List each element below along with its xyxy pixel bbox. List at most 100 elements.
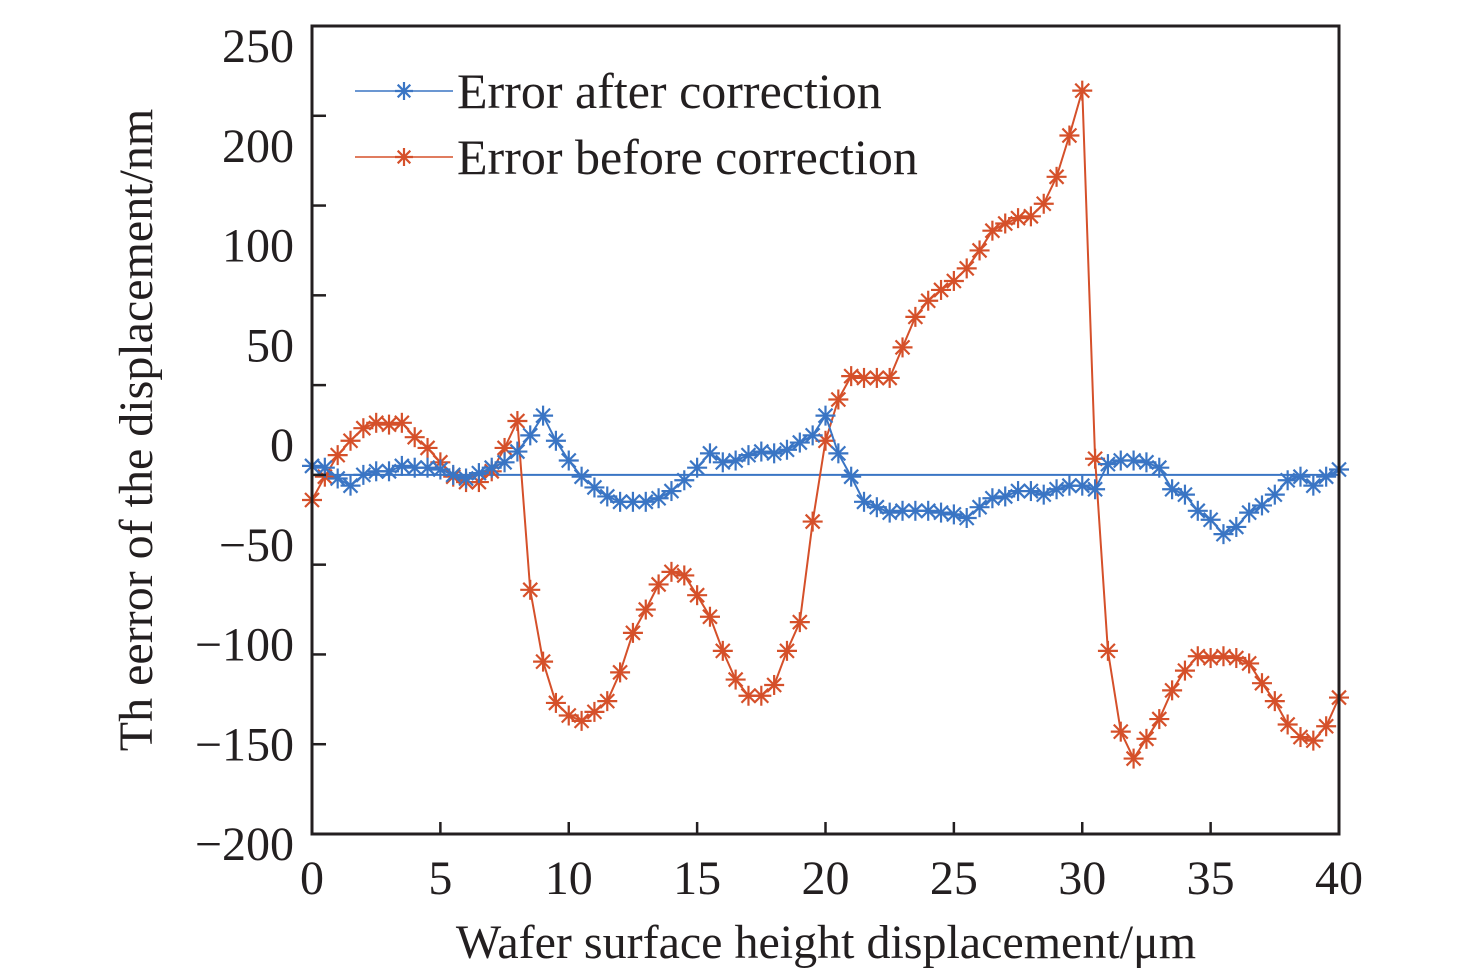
data-point-before <box>1303 730 1324 751</box>
data-point-before <box>828 389 849 410</box>
data-point-before <box>1187 646 1208 667</box>
data-point-before <box>1251 673 1272 694</box>
data-point-after <box>764 443 785 464</box>
series-markers-after <box>302 405 1349 545</box>
data-point-after <box>520 425 541 446</box>
data-point-after <box>1046 479 1067 500</box>
data-point-before <box>918 290 939 311</box>
x-axis-title: Wafer surface height displacement/μm <box>456 916 1196 969</box>
x-tick-label: 5 <box>428 852 452 905</box>
data-point-before <box>943 270 964 291</box>
data-point-before <box>789 612 810 633</box>
data-point-before <box>1136 728 1157 749</box>
data-point-before <box>854 367 875 388</box>
data-point-before <box>802 511 823 532</box>
legend-marker-after-icon <box>395 82 413 100</box>
x-tick-label: 0 <box>300 852 324 905</box>
data-point-before <box>1200 648 1221 669</box>
data-point-before <box>404 427 425 448</box>
data-point-before <box>533 651 554 672</box>
data-point-before <box>1316 716 1337 737</box>
series-markers-before <box>302 80 1349 769</box>
data-point-before <box>776 640 797 661</box>
data-point-before <box>1264 691 1285 712</box>
data-point-after <box>1264 484 1285 505</box>
legend: Error after correction Error before corr… <box>355 63 918 185</box>
x-tick-label: 30 <box>1058 852 1106 905</box>
y-tick-label: −200 <box>195 818 294 871</box>
data-point-after <box>1020 481 1041 502</box>
data-point-after <box>699 443 720 464</box>
y-tick-label: 250 <box>222 20 294 73</box>
data-point-after <box>879 502 900 523</box>
data-point-after <box>545 430 566 451</box>
y-tick-label: 50 <box>246 319 294 372</box>
data-point-before <box>738 685 759 706</box>
data-point-after <box>661 481 682 502</box>
data-point-before <box>699 606 720 627</box>
data-point-after <box>751 441 772 462</box>
data-point-after <box>1187 500 1208 521</box>
data-point-after <box>494 452 515 473</box>
data-point-after <box>776 439 797 460</box>
data-point-after <box>558 450 579 471</box>
data-point-before <box>687 585 708 606</box>
data-point-after <box>1097 454 1118 475</box>
data-point-after <box>828 443 849 464</box>
data-point-before <box>1110 721 1131 742</box>
asterisk-icon <box>395 82 413 100</box>
data-point-before <box>1149 709 1170 730</box>
y-tick-label: 100 <box>222 220 294 273</box>
data-point-before <box>507 411 528 432</box>
x-tick-label: 35 <box>1187 852 1235 905</box>
data-point-before <box>1123 748 1144 769</box>
data-point-after <box>815 405 836 426</box>
data-point-before <box>905 306 926 327</box>
x-axis: 0 5 10 15 20 25 30 35 40 <box>300 822 1363 905</box>
data-point-before <box>366 412 387 433</box>
data-point-before <box>1174 660 1195 681</box>
legend-label-after: Error after correction <box>457 63 882 119</box>
data-point-before <box>956 258 977 279</box>
data-point-after <box>982 488 1003 509</box>
data-point-after <box>1290 466 1311 487</box>
data-point-before <box>1020 206 1041 227</box>
data-point-after <box>1123 450 1144 471</box>
data-point-after <box>1277 470 1298 491</box>
data-point-after <box>738 445 759 466</box>
data-point-before <box>1290 727 1311 748</box>
y-axis-title: Th eerror of the displacement/nm <box>110 109 163 751</box>
data-point-before <box>648 574 669 595</box>
data-point-before <box>1239 653 1260 674</box>
data-point-before <box>1046 166 1067 187</box>
data-point-after <box>533 405 554 426</box>
data-point-after <box>918 500 939 521</box>
data-point-after <box>1085 479 1106 500</box>
data-point-before <box>1059 125 1080 146</box>
data-point-after <box>1226 516 1247 537</box>
data-point-after <box>340 475 361 496</box>
data-point-after <box>789 432 810 453</box>
y-tick-label: 0 <box>270 419 294 472</box>
data-point-before <box>327 445 348 466</box>
y-tick-label: −150 <box>195 718 294 771</box>
data-point-after <box>841 466 862 487</box>
data-point-after <box>584 477 605 498</box>
data-point-after <box>943 504 964 525</box>
data-point-before <box>622 622 643 643</box>
data-point-after <box>443 464 464 485</box>
y-tick-label: −50 <box>219 519 294 572</box>
x-tick-label: 10 <box>545 852 593 905</box>
data-point-after <box>969 497 990 518</box>
data-point-before <box>969 240 990 261</box>
data-point-before <box>635 599 656 620</box>
legend-item-after: Error after correction <box>355 63 882 119</box>
data-point-after <box>1303 475 1324 496</box>
data-point-before <box>674 565 695 586</box>
data-point-before <box>841 366 862 387</box>
data-point-after <box>1072 475 1093 496</box>
data-point-after <box>571 466 592 487</box>
data-point-after <box>802 425 823 446</box>
x-tick-label: 20 <box>802 852 850 905</box>
